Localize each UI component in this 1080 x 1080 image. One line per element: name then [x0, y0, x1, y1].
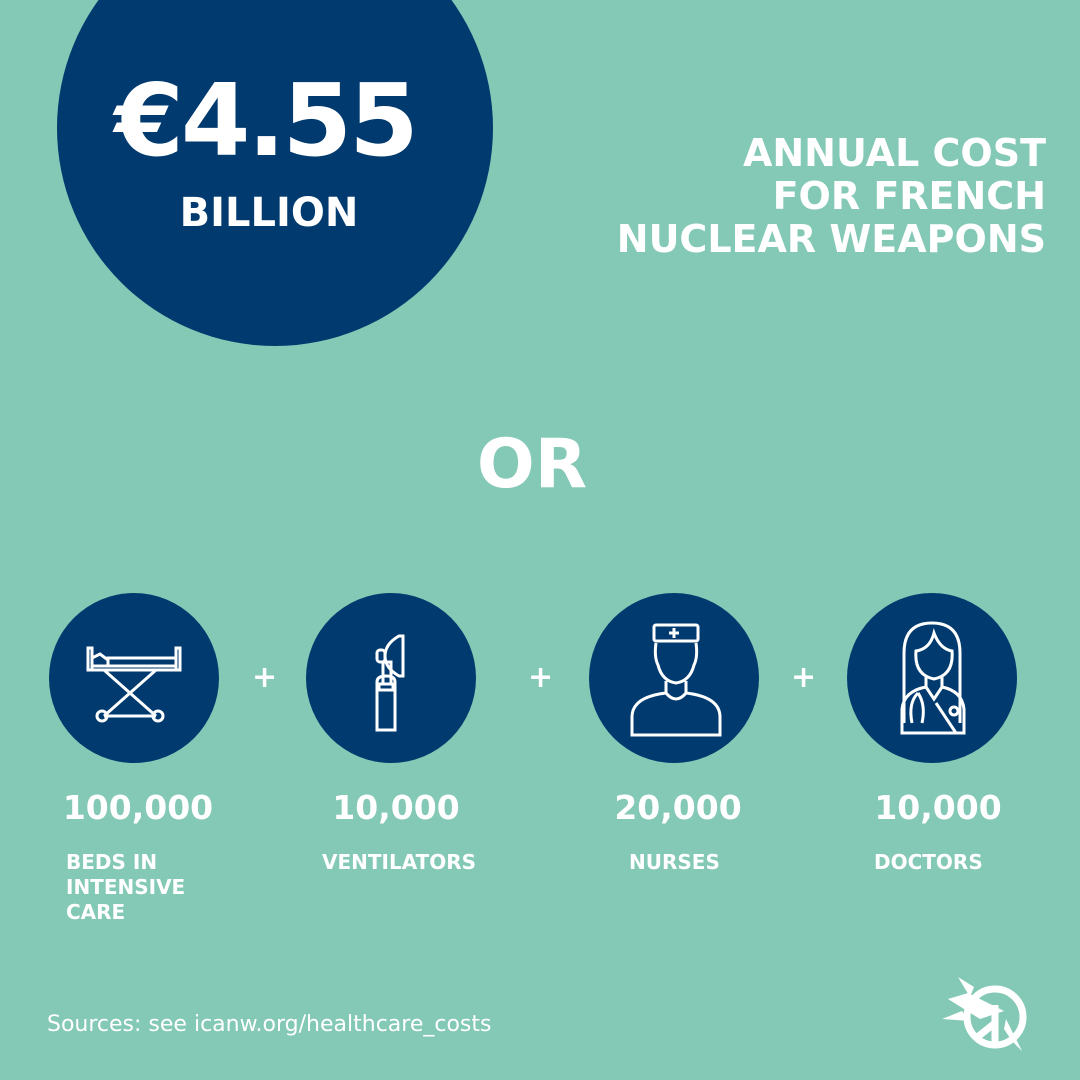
- page-title: ANNUAL COST FOR FRENCH NUCLEAR WEAPONS: [617, 132, 1046, 261]
- plus-sign: +: [528, 660, 554, 695]
- headline-amount: €4.55: [114, 62, 418, 179]
- beds-label: BEDS IN INTENSIVE CARE: [66, 850, 185, 925]
- hospital-bed-icon: [86, 646, 182, 723]
- headline-circle: [57, 0, 493, 346]
- doctor-icon: [900, 621, 966, 735]
- title-line: NUCLEAR WEAPONS: [616, 217, 1046, 261]
- label-line: INTENSIVE: [66, 875, 186, 899]
- hospital-bed-circle: [49, 593, 219, 763]
- beds-value: 100,000: [62, 788, 214, 827]
- sources-link[interactable]: icanw.org/healthcare_costs: [193, 1012, 492, 1037]
- nurses-label: NURSES: [629, 850, 720, 874]
- sources-footer: Sources: see icanw.org/healthcare_costs: [47, 1010, 491, 1040]
- headline-unit: BILLION: [179, 190, 359, 236]
- ventilators-label: VENTILATORS: [322, 850, 477, 874]
- ican-logo: [942, 977, 1027, 1051]
- sources-prefix: Sources: see: [47, 1012, 194, 1037]
- label-line: BEDS IN: [66, 850, 158, 874]
- title-line: FOR FRENCH: [772, 174, 1046, 218]
- or-separator: OR: [476, 425, 588, 504]
- nurse-circle: [589, 593, 759, 763]
- ventilator-icon: [375, 634, 405, 732]
- nurses-value: 20,000: [614, 788, 742, 827]
- doctor-circle: [847, 593, 1017, 763]
- ventilator-circle: [306, 593, 476, 763]
- plus-sign: +: [252, 660, 278, 695]
- label-line: CARE: [66, 900, 126, 924]
- title-line: ANNUAL COST: [742, 131, 1046, 175]
- doctors-value: 10,000: [874, 788, 1002, 827]
- nurse-icon: [630, 623, 722, 737]
- doctors-label: DOCTORS: [874, 850, 983, 874]
- plus-sign: +: [791, 660, 817, 695]
- ventilators-value: 10,000: [332, 788, 460, 827]
